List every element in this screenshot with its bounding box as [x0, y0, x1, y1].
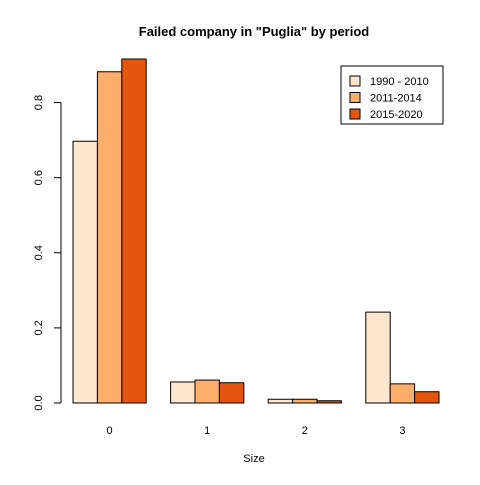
- bar-2-3: [316, 400, 342, 404]
- y-tick-label: 0.6: [33, 170, 45, 185]
- y-axis: 0.0 0.2 0.4 0.6 0.8: [33, 95, 62, 411]
- bar-3-3: [414, 391, 440, 404]
- bar-3-1: [365, 311, 391, 404]
- x-tick-label: 2: [302, 425, 308, 437]
- legend-label: 1990 - 2010: [370, 76, 429, 88]
- x-tick-labels: 0 1 2 3: [107, 425, 406, 437]
- bar-3-2: [389, 383, 416, 404]
- legend-label: 2011-2014: [370, 93, 422, 105]
- legend-label: 2015-2020: [370, 109, 423, 121]
- legend: 1990 - 2010 2011-2014 2015-2020: [340, 65, 444, 125]
- x-axis-label: Size: [243, 453, 264, 465]
- bar-2-2: [292, 398, 318, 404]
- y-tick-label: 0.0: [33, 395, 45, 410]
- x-tick-label: 3: [399, 425, 405, 437]
- legend-swatch: [349, 75, 361, 87]
- bar-1-3: [218, 382, 245, 404]
- chart-title: Failed company in "Puglia" by period: [139, 24, 370, 39]
- bar-1-2: [194, 379, 220, 404]
- x-tick-label: 0: [107, 425, 113, 437]
- y-tick-label: 0.8: [33, 95, 45, 110]
- bar-1-1: [170, 381, 196, 404]
- y-tick-label: 0.4: [33, 245, 45, 260]
- bars-group: [72, 58, 440, 404]
- x-tick-label: 1: [204, 425, 210, 437]
- bar-0-3: [121, 58, 147, 404]
- legend-swatch: [349, 92, 361, 103]
- bar-0-1: [72, 140, 98, 404]
- legend-swatch: [349, 108, 361, 120]
- bar-2-1: [267, 398, 294, 404]
- bar-0-2: [96, 71, 123, 404]
- y-tick-label: 0.2: [33, 320, 45, 335]
